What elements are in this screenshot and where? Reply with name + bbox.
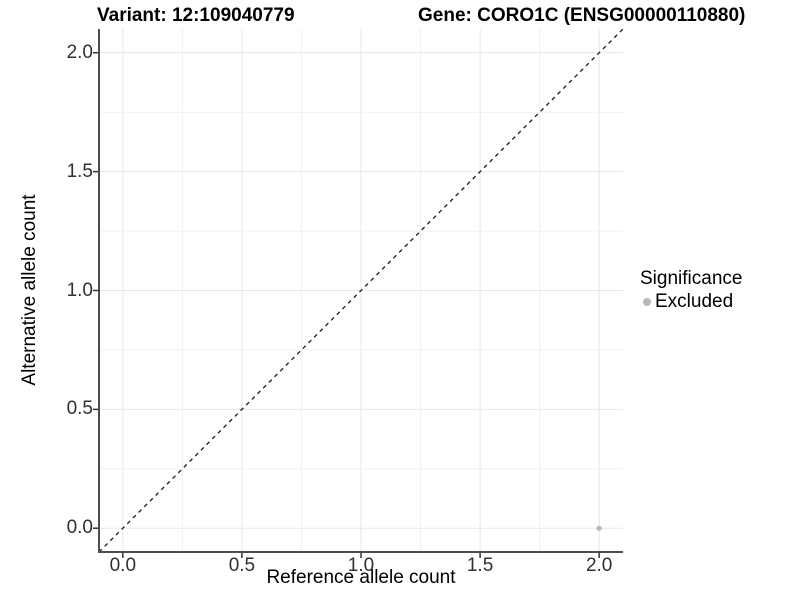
x-tick-label: 0.0 <box>109 555 137 576</box>
x-tick-label: 2.0 <box>585 555 613 576</box>
legend-item-label: Excluded <box>655 291 734 312</box>
y-tick-label: 1.0 <box>66 279 93 301</box>
y-axis-title: Alternative allele count <box>19 194 40 386</box>
y-tick-label: 1.5 <box>66 160 93 182</box>
excluded-marker-icon <box>643 298 651 306</box>
x-tick-label: 1.5 <box>466 555 494 576</box>
x-tick-label: 1.0 <box>347 555 375 576</box>
x-tick-label: 0.5 <box>228 555 256 576</box>
plot-title-variant: Variant: 12:109040779 <box>97 5 295 26</box>
legend: Significance Excluded <box>640 268 742 313</box>
identity-dashed-line <box>98 28 624 553</box>
legend-title: Significance <box>640 268 743 289</box>
y-tick-label: 0.5 <box>66 398 93 420</box>
y-tick-label: 0.0 <box>66 517 93 539</box>
plot-title-gene: Gene: CORO1C (ENSG00000110880) <box>418 5 746 26</box>
x-axis-title: Reference allele count <box>266 567 456 588</box>
y-tick-label: 2.0 <box>66 41 93 63</box>
legend-item-excluded: Excluded <box>640 291 742 313</box>
data-point <box>596 525 602 531</box>
